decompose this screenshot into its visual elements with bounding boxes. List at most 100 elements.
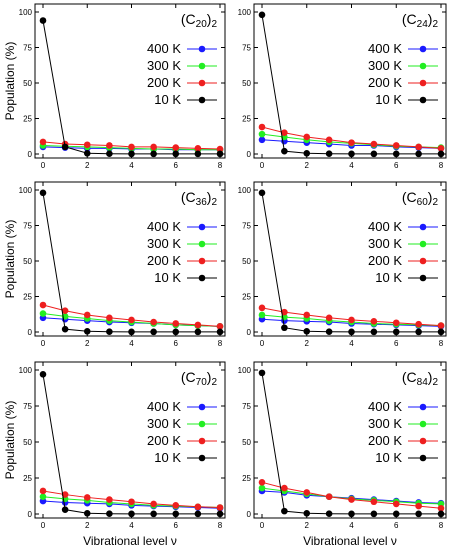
data-point xyxy=(150,328,157,336)
legend-swatch-marker xyxy=(419,437,427,445)
y-tick-label: 50 xyxy=(242,257,251,266)
data-point xyxy=(258,311,266,319)
data-point xyxy=(303,489,311,496)
legend-label: 200 K xyxy=(147,75,181,90)
data-point xyxy=(150,510,157,518)
x-tick-label: 8 xyxy=(218,339,223,348)
data-point xyxy=(437,150,445,158)
data-point xyxy=(39,371,47,378)
panel-title: (C20)2 xyxy=(181,11,218,30)
legend-swatch-marker xyxy=(419,257,427,265)
legend-swatch-marker xyxy=(198,45,206,53)
x-tick-label: 6 xyxy=(394,339,399,348)
data-point xyxy=(370,510,378,518)
legend-swatch-marker xyxy=(198,240,206,248)
plot-frame xyxy=(253,181,447,337)
legend-swatch-marker xyxy=(419,223,427,231)
y-tick-label: 75 xyxy=(23,44,32,53)
legend-swatch-marker xyxy=(198,96,206,104)
data-point xyxy=(348,510,355,518)
x-tick-label: 0 xyxy=(41,339,46,348)
y-tick-label: 50 xyxy=(23,438,32,447)
legend-entry: 300 K xyxy=(147,416,217,431)
data-point xyxy=(216,150,224,158)
data-point xyxy=(325,150,333,158)
data-point xyxy=(39,487,47,495)
x-tick-label: 8 xyxy=(218,161,223,170)
y-tick-label: 75 xyxy=(242,44,251,53)
y-tick-label: 0 xyxy=(247,150,252,159)
data-point xyxy=(128,328,135,336)
data-point xyxy=(392,328,400,336)
y-tick-label: 100 xyxy=(238,366,252,375)
legend-entry: 200 K xyxy=(147,75,217,90)
legend-entry: 300 K xyxy=(368,236,438,251)
data-point xyxy=(61,506,69,513)
panel-title: (C70)2 xyxy=(181,369,218,388)
y-axis-title: Population (%) xyxy=(3,42,17,121)
y-tick-label: 50 xyxy=(23,257,32,266)
data-point xyxy=(128,510,135,518)
chart-panel-5: 0 25 50 75 100 0 2 4 6 8 400 K 300 K 200 K 10 K (C70)2… xyxy=(3,361,226,548)
data-point xyxy=(281,308,288,316)
data-point xyxy=(128,498,135,506)
x-tick-label: 6 xyxy=(394,161,399,170)
y-tick-label: 75 xyxy=(242,402,251,411)
data-point xyxy=(437,322,445,329)
legend-entry: 400 K xyxy=(368,219,438,234)
data-point xyxy=(370,140,378,148)
panel-title: (C36)2 xyxy=(181,189,218,208)
data-point xyxy=(415,510,422,518)
x-tick-label: 0 xyxy=(260,161,265,170)
y-tick-label: 100 xyxy=(238,186,252,195)
x-axis-title: Vibrational level ν xyxy=(83,534,177,548)
legend-entry: 10 K xyxy=(375,270,438,285)
data-point xyxy=(61,307,69,315)
y-axis-title: Population (%) xyxy=(3,401,17,480)
data-point xyxy=(83,494,91,501)
y-tick-label: 0 xyxy=(28,150,33,159)
data-point xyxy=(258,123,266,131)
x-tick-label: 6 xyxy=(394,521,399,530)
x-tick-label: 0 xyxy=(260,339,265,348)
x-tick-label: 8 xyxy=(439,339,444,348)
x-tick-label: 6 xyxy=(174,521,179,530)
y-tick-label: 25 xyxy=(23,115,32,124)
x-tick-label: 4 xyxy=(129,161,134,170)
data-point xyxy=(194,150,202,158)
legend-label: 300 K xyxy=(147,416,181,431)
data-point xyxy=(258,369,266,377)
y-tick-label: 50 xyxy=(23,79,32,88)
y-tick-label: 75 xyxy=(23,402,32,411)
x-tick-label: 2 xyxy=(85,521,90,530)
legend-entry: 200 K xyxy=(368,433,438,448)
legend-entry: 300 K xyxy=(147,58,217,73)
series-line-10k xyxy=(261,192,441,333)
legend-label: 200 K xyxy=(368,433,402,448)
plot-frame xyxy=(253,361,447,519)
legend-entry: 10 K xyxy=(375,450,438,465)
data-point xyxy=(348,496,355,503)
data-point xyxy=(150,143,157,151)
chart-panel-2: 0 25 50 75 100 0 2 4 6 8 400 K 300 K 200 K 10 K (C24)2 xyxy=(238,3,447,170)
legend-entry: 300 K xyxy=(368,58,438,73)
data-point xyxy=(303,509,311,517)
y-axis-title: Population (%) xyxy=(3,220,17,299)
data-point xyxy=(392,319,400,327)
data-point xyxy=(194,321,202,329)
panel-title: (C60)2 xyxy=(402,189,439,208)
x-tick-label: 2 xyxy=(305,339,310,348)
data-point xyxy=(325,136,333,144)
data-point xyxy=(281,484,288,492)
data-point xyxy=(348,328,355,336)
data-point xyxy=(216,328,224,336)
data-point xyxy=(106,510,113,518)
legend-entry: 200 K xyxy=(368,75,438,90)
legend-entry: 200 K xyxy=(147,253,217,268)
legend-swatch-marker xyxy=(198,403,206,411)
data-point xyxy=(194,510,202,518)
y-tick-label: 25 xyxy=(242,474,251,483)
data-point xyxy=(106,314,113,322)
x-tick-label: 8 xyxy=(218,521,223,530)
